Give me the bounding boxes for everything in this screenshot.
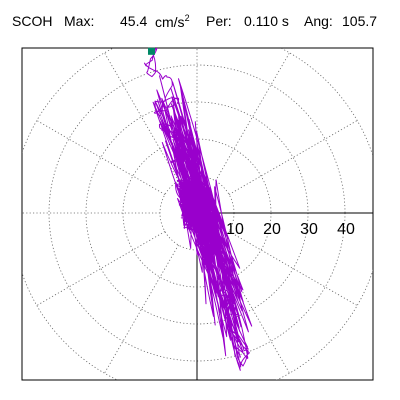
grid-spoke-210 xyxy=(36,231,166,306)
grid-spoke-60 xyxy=(215,52,290,182)
plot-header: SCOH Max: 45.4 cm/s2 Per: 0.110 s Ang: 1… xyxy=(0,0,400,48)
per-label: Per: xyxy=(206,13,232,29)
particle-motion-trace xyxy=(144,48,253,371)
station-code: SCOH xyxy=(12,13,53,29)
max-label: Max: xyxy=(64,13,95,29)
max-value: 45.4 xyxy=(120,13,148,29)
peak-marker xyxy=(147,47,155,55)
ring-label-30: 30 xyxy=(300,221,318,238)
ring-label-10: 10 xyxy=(226,221,244,238)
grid-spoke-120 xyxy=(104,52,179,182)
ring-label-20: 20 xyxy=(263,221,281,238)
grid-spoke-240 xyxy=(104,244,179,374)
grid-spoke-150 xyxy=(36,120,166,195)
ang-value: 105.7 xyxy=(342,13,378,29)
grid-spoke-330 xyxy=(228,231,358,306)
trace-path xyxy=(144,48,253,371)
max-unit-base: cm/s xyxy=(155,14,185,30)
ang-label: Ang: xyxy=(304,13,333,29)
max-unit-exponent: 2 xyxy=(184,13,190,23)
grid-spoke-30 xyxy=(228,120,358,195)
ring-labels: 10 20 30 40 xyxy=(226,221,355,238)
ring-label-40: 40 xyxy=(337,221,355,238)
peak-marker-group xyxy=(147,47,155,55)
max-unit: cm/s2 xyxy=(155,13,190,30)
per-value: 0.110 s xyxy=(244,13,289,29)
